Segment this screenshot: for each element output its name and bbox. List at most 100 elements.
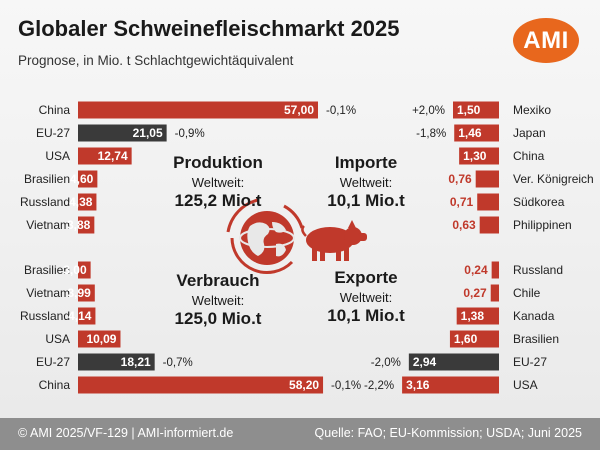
value-label: 10,09 bbox=[86, 332, 116, 346]
bar-verbrauch bbox=[78, 284, 95, 302]
bar-exporte bbox=[449, 330, 499, 348]
value-label: 3,99 bbox=[67, 286, 91, 300]
value-label: 0,76 bbox=[448, 172, 472, 186]
footer-source: Quelle: FAO; EU-Kommission; USDA; Juni 2… bbox=[314, 426, 582, 440]
bar-produktion bbox=[78, 101, 318, 119]
category-label: Brasilien bbox=[513, 332, 559, 346]
bar-verbrauch bbox=[78, 330, 121, 348]
category-label: USA bbox=[513, 378, 538, 392]
verbrauch-total: 125,0 Mio.t bbox=[174, 309, 262, 328]
bar-exporte bbox=[490, 284, 499, 302]
verbrauch-subtitle: Weltweit: bbox=[191, 293, 245, 308]
value-label: 57,00 bbox=[284, 103, 314, 117]
page-subtitle: Prognose, in Mio. t Schlachtgewichtäquiv… bbox=[18, 53, 294, 68]
value-label: 21,05 bbox=[133, 126, 163, 140]
bar-exporte bbox=[408, 353, 499, 371]
produktion-block: Produktion Weltweit: 125,2 Mio.t bbox=[138, 153, 298, 211]
bar-verbrauch bbox=[78, 261, 91, 279]
value-label: 3,00 bbox=[63, 263, 87, 277]
exporte-total: 10,1 Mio.t bbox=[327, 306, 405, 325]
value-label: 12,74 bbox=[98, 149, 128, 163]
change-label: -0,9% bbox=[175, 128, 205, 140]
category-label: Südkorea bbox=[513, 195, 565, 209]
importe-block: Importe Weltweit: 10,1 Mio.t bbox=[286, 153, 446, 211]
bar-produktion bbox=[78, 216, 95, 234]
category-label: EU-27 bbox=[36, 126, 70, 140]
pig-icon bbox=[301, 220, 367, 261]
page-title: Globaler Schweinefleischmarkt 2025 bbox=[18, 16, 400, 41]
category-label: USA bbox=[45, 332, 70, 346]
value-label: 58,20 bbox=[289, 378, 319, 392]
category-label: Vietnam bbox=[26, 218, 70, 232]
change-label: -2,0% bbox=[371, 357, 401, 369]
category-label: Kanada bbox=[513, 309, 555, 323]
value-label: 1,46 bbox=[458, 126, 482, 140]
bar-verbrauch bbox=[78, 376, 324, 394]
bar-charts: China 57,00 -0,1% EU-27 21,05 -0,9% USA 12,74 Br… bbox=[20, 101, 594, 394]
bar-verbrauch bbox=[78, 353, 155, 371]
bar-produktion bbox=[78, 193, 97, 211]
bar-produktion bbox=[78, 124, 167, 142]
exporte-bar-chart: Russland 0,24 Chile 0,27 Kanada 1,38 Brasilien… bbox=[364, 261, 563, 394]
category-label: Philippinen bbox=[513, 218, 572, 232]
bar-produktion bbox=[78, 170, 98, 188]
value-label: 0,63 bbox=[452, 218, 476, 232]
importe-bar-chart: Mexiko 1,50 +2,0% Japan 1,46 -1,8% China 1,30 Ve… bbox=[412, 101, 594, 234]
value-label: 1,38 bbox=[461, 309, 485, 323]
produktion-title: Produktion bbox=[173, 153, 263, 172]
bar-produktion bbox=[78, 147, 132, 165]
category-label: China bbox=[39, 103, 71, 117]
category-label: Mexiko bbox=[513, 103, 551, 117]
exporte-title: Exporte bbox=[334, 268, 398, 287]
value-label: 4,14 bbox=[68, 309, 92, 323]
category-label: Japan bbox=[513, 126, 546, 140]
category-label: Brasilien bbox=[24, 172, 70, 186]
value-label: 18,21 bbox=[121, 355, 151, 369]
change-label: +2,0% bbox=[412, 105, 445, 117]
category-label: EU-27 bbox=[36, 355, 70, 369]
value-label: 1,60 bbox=[454, 332, 478, 346]
value-label: 4,60 bbox=[70, 172, 94, 186]
bar-importe bbox=[459, 147, 499, 165]
importe-subtitle: Weltweit: bbox=[339, 175, 393, 190]
footer-bar: © AMI 2025/VF-129 | AMI-informiert.de Qu… bbox=[0, 418, 600, 450]
bar-exporte bbox=[456, 307, 499, 325]
category-label: Chile bbox=[513, 286, 541, 300]
globe-icon bbox=[226, 198, 304, 274]
value-label: 3,16 bbox=[406, 378, 430, 392]
bar-verbrauch bbox=[78, 307, 96, 325]
value-label: 3,88 bbox=[67, 218, 91, 232]
category-label: China bbox=[513, 149, 545, 163]
category-label: China bbox=[39, 378, 71, 392]
bar-importe bbox=[477, 193, 499, 211]
category-label: EU-27 bbox=[513, 355, 547, 369]
value-label: 1,30 bbox=[463, 149, 487, 163]
value-label: 4,38 bbox=[69, 195, 93, 209]
bar-exporte bbox=[491, 261, 499, 279]
change-label: -0,7% bbox=[163, 357, 193, 369]
footer-copyright: © AMI 2025/VF-129 | AMI-informiert.de bbox=[18, 426, 234, 440]
ami-logo: AMI bbox=[513, 18, 579, 63]
category-label: Russland bbox=[20, 195, 70, 209]
change-label: -1,8% bbox=[416, 128, 446, 140]
bar-importe bbox=[453, 101, 499, 119]
produktion-bar-chart: China 57,00 -0,1% EU-27 21,05 -0,9% USA 12,74 Br… bbox=[20, 101, 356, 234]
verbrauch-block: Verbrauch Weltweit: 125,0 Mio.t bbox=[138, 271, 298, 329]
value-label: 2,94 bbox=[413, 355, 437, 369]
change-label: -2,2% bbox=[364, 380, 394, 392]
change-label: -0,1% bbox=[331, 380, 361, 392]
importe-total: 10,1 Mio.t bbox=[327, 191, 405, 210]
produktion-subtitle: Weltweit: bbox=[191, 175, 245, 190]
value-label: 0,27 bbox=[463, 286, 487, 300]
produktion-total: 125,2 Mio.t bbox=[174, 191, 262, 210]
category-label: Ver. Königreich bbox=[513, 172, 594, 186]
category-label: Russland bbox=[20, 309, 70, 323]
center-icons bbox=[226, 198, 367, 274]
category-label: Vietnam bbox=[26, 286, 70, 300]
importe-title: Importe bbox=[334, 153, 398, 172]
change-label: -0,1% bbox=[326, 105, 356, 117]
value-label: 0,24 bbox=[464, 263, 488, 277]
value-label: 1,50 bbox=[457, 103, 481, 117]
verbrauch-title: Verbrauch bbox=[176, 271, 260, 290]
